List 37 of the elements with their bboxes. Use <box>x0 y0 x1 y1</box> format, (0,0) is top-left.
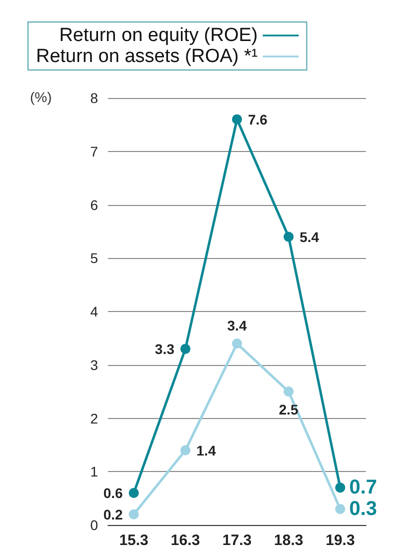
y-tick-label: 5 <box>90 250 98 266</box>
x-tick-label: 15.3 <box>119 532 148 549</box>
data-label: 3.4 <box>227 318 247 334</box>
x-tick-label: 18.3 <box>274 532 304 549</box>
legend-label: Return on equity (ROE) <box>59 25 258 46</box>
x-tick-label: 19.3 <box>326 532 355 549</box>
point <box>284 386 294 397</box>
legend-label: Return on assets (ROA) *¹ <box>36 46 258 67</box>
data-label: 1.4 <box>196 442 216 458</box>
y-tick-label: 4 <box>90 304 98 320</box>
data-label: 0.3 <box>349 498 378 520</box>
data-label: 7.6 <box>248 111 268 128</box>
point <box>335 482 346 493</box>
point <box>284 232 294 242</box>
data-label: 0.6 <box>103 484 124 501</box>
point <box>128 488 139 498</box>
x-tick-label: 16.3 <box>170 532 200 549</box>
point <box>335 504 346 514</box>
point <box>232 338 242 349</box>
y-tick-label: 7 <box>90 143 98 160</box>
point <box>128 509 139 520</box>
data-label: 2.5 <box>278 402 299 418</box>
y-tick-label: 0 <box>90 517 98 533</box>
y-tick-label: 3 <box>90 356 98 373</box>
x-tick-label: 17.3 <box>222 532 252 549</box>
y-tick-label: 8 <box>90 90 98 106</box>
data-label: 3.3 <box>154 340 175 357</box>
y-axis-title: (%) <box>30 89 52 105</box>
y-tick-label: 1 <box>90 464 98 480</box>
y-tick-label: 2 <box>90 410 98 426</box>
point <box>180 344 190 354</box>
y-tick-label: 6 <box>90 196 98 213</box>
point <box>232 114 242 124</box>
data-label: 0.7 <box>349 476 378 499</box>
data-label: 5.4 <box>300 228 320 245</box>
point <box>180 445 190 456</box>
data-label: 0.2 <box>103 506 124 522</box>
